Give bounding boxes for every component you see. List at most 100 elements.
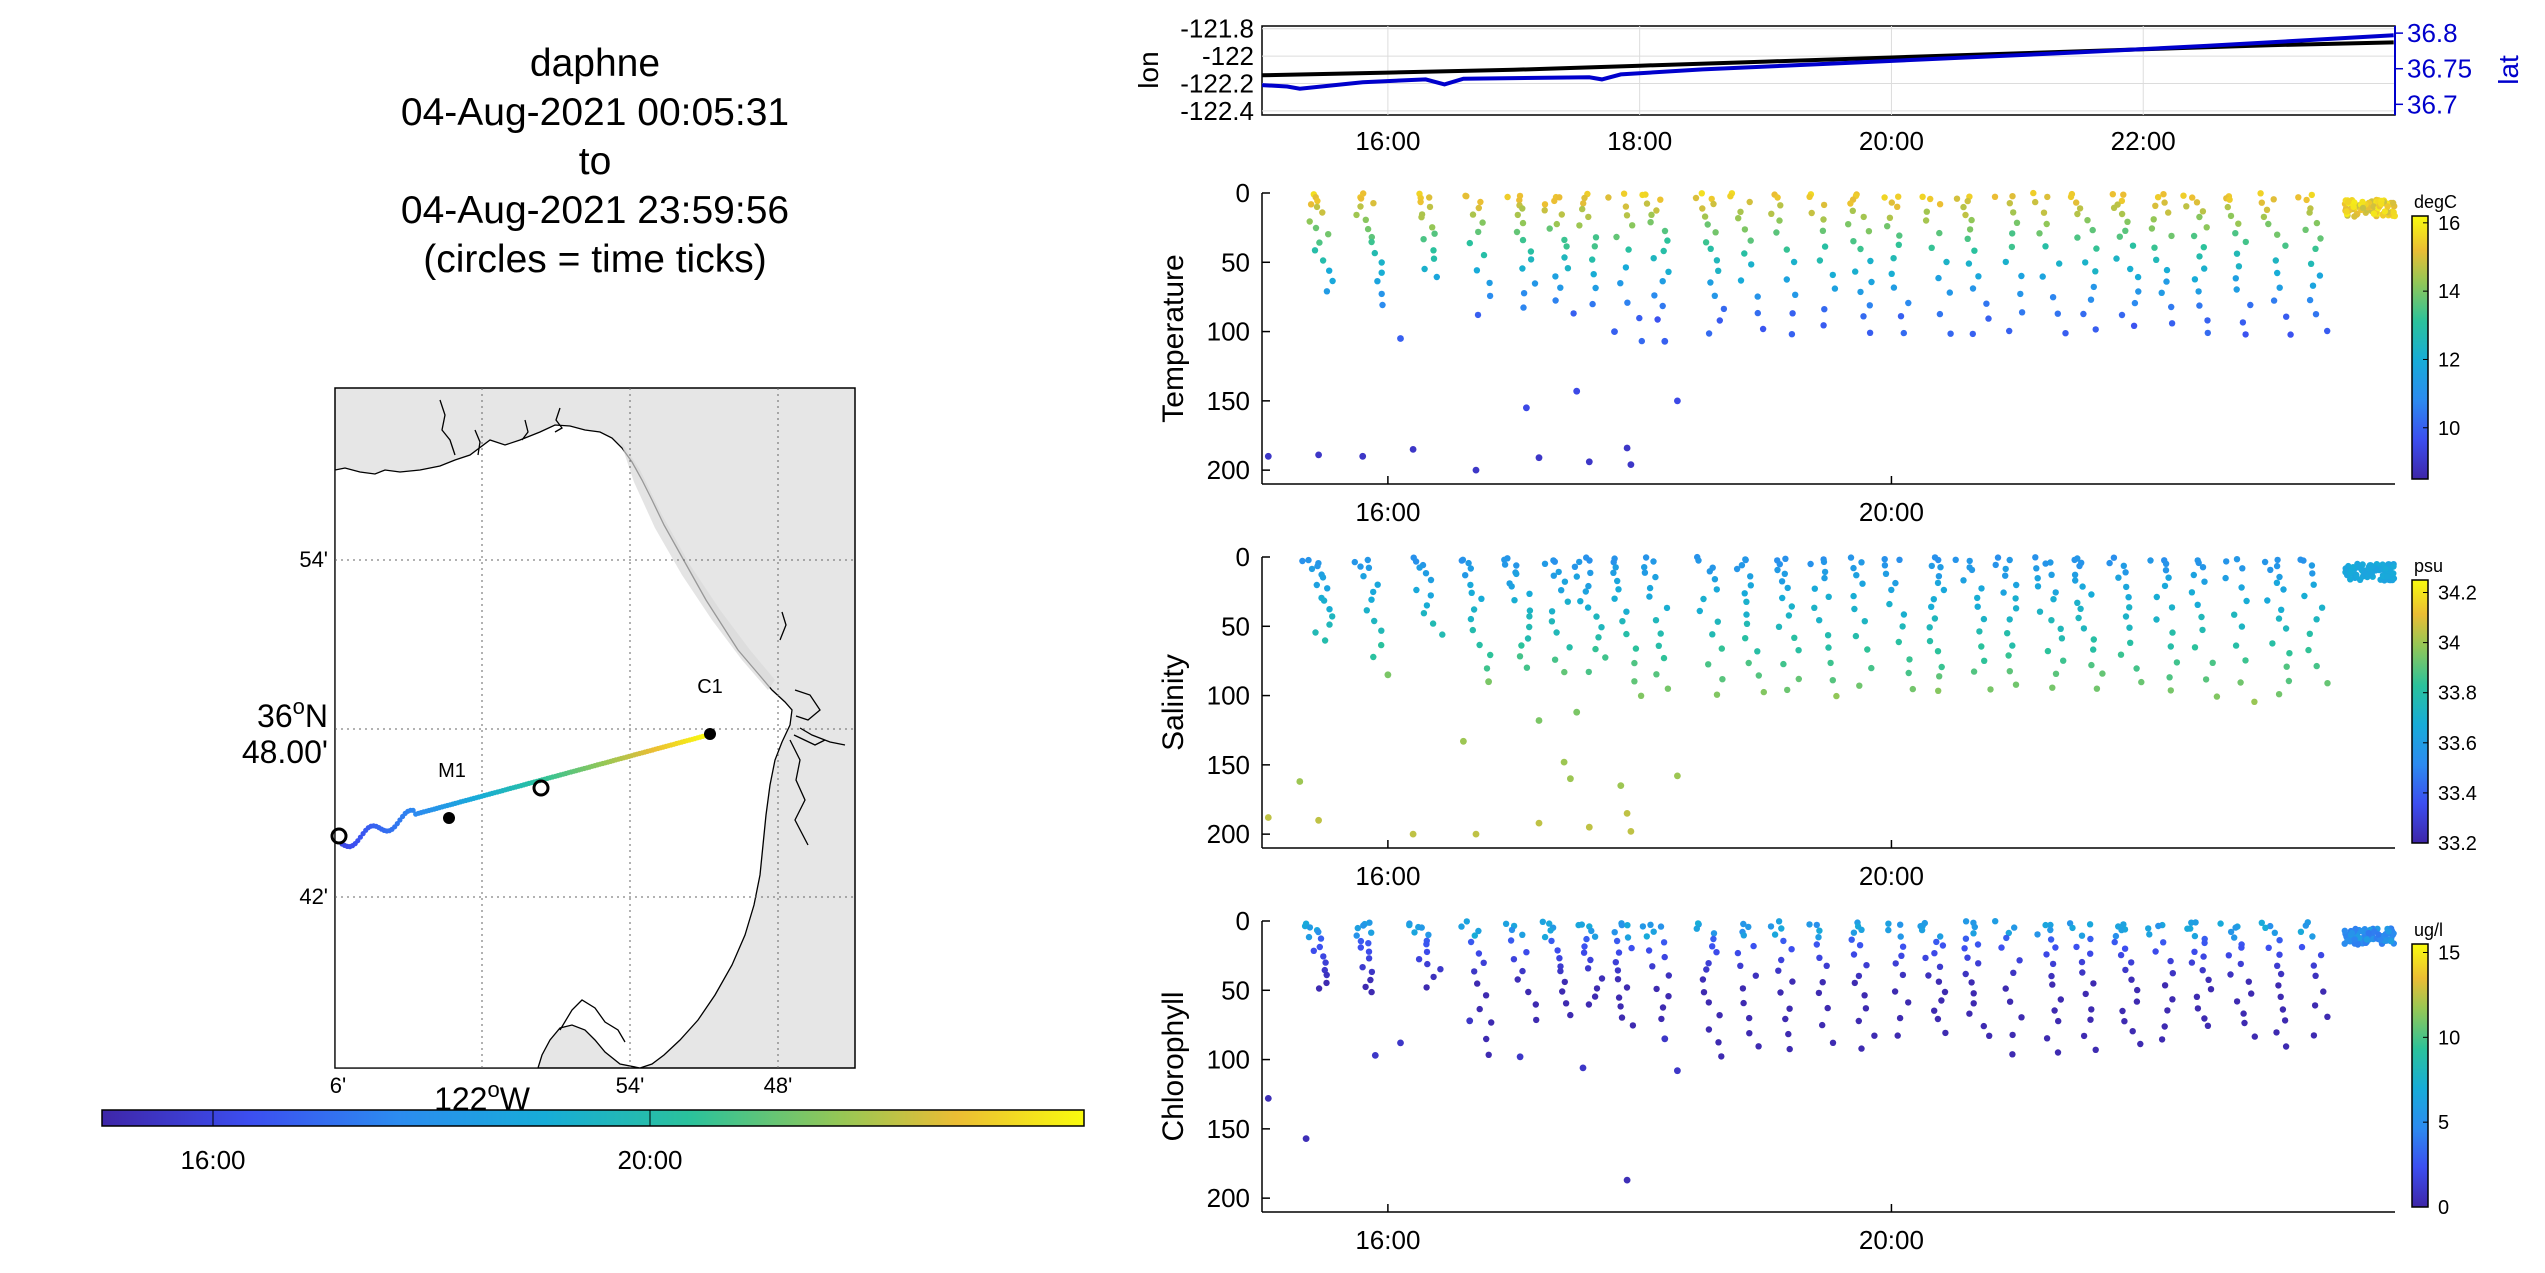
chlorophyll-point xyxy=(1653,985,1660,993)
temperature-surface-point xyxy=(2370,210,2378,217)
temperature-point xyxy=(1783,246,1791,253)
chlorophyll-point xyxy=(2258,919,2265,926)
chlorophyll-point xyxy=(1323,979,1330,987)
salinity-point xyxy=(2058,635,2066,642)
temperature-ytick-label: 200 xyxy=(1207,455,1250,485)
chlorophyll-point xyxy=(1891,988,1899,995)
temperature-point xyxy=(1519,219,1527,227)
temperature-point xyxy=(1661,227,1669,235)
temperature-point xyxy=(1737,208,1744,215)
salinity-point xyxy=(1709,631,1716,638)
salinity-deep-point xyxy=(1315,816,1322,824)
temperature-point xyxy=(1720,305,1728,313)
temperature-point xyxy=(1790,258,1798,266)
time-colorbar: 16:00 20:00 xyxy=(101,1109,1085,1175)
temperature-point xyxy=(1777,202,1784,209)
chlorophyll-point xyxy=(2155,922,2162,930)
salinity-point xyxy=(1566,644,1573,651)
temperature-point xyxy=(2235,220,2242,227)
chlorophyll-point xyxy=(1476,1005,1483,1013)
temperature-deep-point xyxy=(1535,454,1543,462)
temperature-point xyxy=(1943,258,1950,266)
temperature-point xyxy=(1819,227,1827,234)
temperature-point xyxy=(1579,205,1586,213)
salinity-point xyxy=(1595,634,1602,641)
chlorophyll-point xyxy=(1918,926,1926,934)
chlorophyll-point xyxy=(1851,979,1859,987)
chlorophyll-point xyxy=(2164,1007,2171,1014)
salinity-point xyxy=(1548,618,1556,625)
temperature-point xyxy=(2316,272,2324,279)
lon-lat-xtick-label: 20:00 xyxy=(1859,126,1924,156)
temperature-point xyxy=(1585,213,1592,221)
salinity-point xyxy=(1966,557,1973,565)
salinity-point xyxy=(1795,647,1802,654)
salinity-surface-point xyxy=(2349,564,2357,571)
salinity-point xyxy=(2072,577,2079,584)
salinity-colorbar-tick-label: 33.4 xyxy=(2438,783,2477,805)
temperature-point xyxy=(2118,210,2126,218)
chlorophyll-point xyxy=(1562,1000,1570,1007)
temperature-point xyxy=(2153,256,2160,263)
salinity-point xyxy=(1324,585,1331,592)
temperature-point xyxy=(1563,243,1570,250)
temperature-point xyxy=(1928,244,1935,251)
salinity-point xyxy=(1899,623,1906,630)
chlorophyll-point xyxy=(1740,932,1748,939)
temperature-point xyxy=(2235,263,2243,270)
chlorophyll-point xyxy=(2087,935,2094,943)
chlorophyll-point xyxy=(1931,1007,1938,1014)
chlorophyll-point xyxy=(1767,923,1775,930)
temperature-point xyxy=(2168,303,2175,311)
chlorophyll-point xyxy=(1617,1003,1624,1010)
temperature-point xyxy=(1527,248,1535,255)
chlorophyll-colorbar-tick-label: 15 xyxy=(2438,942,2460,964)
salinity-point xyxy=(2044,647,2052,655)
temperature-point xyxy=(1519,265,1526,272)
salinity-point xyxy=(1470,606,1478,613)
chlorophyll-point xyxy=(1939,942,1947,949)
salinity-point xyxy=(1664,685,1672,692)
chlorophyll-point xyxy=(1942,1029,1949,1037)
temperature-surface-point xyxy=(2378,200,2385,208)
salinity-point xyxy=(2310,581,2317,588)
chlorophyll-point xyxy=(1858,926,1865,933)
salinity-point xyxy=(1775,623,1783,630)
chlorophyll-point xyxy=(2302,922,2309,929)
salinity-point xyxy=(1429,620,1437,627)
chlorophyll-point xyxy=(1693,925,1701,932)
chlorophyll-point xyxy=(1613,937,1621,945)
temperature-point xyxy=(2232,275,2239,282)
temperature-point xyxy=(1648,211,1655,218)
salinity-point xyxy=(1825,593,1832,600)
salinity-xtick-label: 16:00 xyxy=(1355,861,1420,891)
temperature-point xyxy=(1895,241,1903,248)
temperature-point xyxy=(2009,230,2016,237)
temperature-point xyxy=(2274,269,2281,277)
chlorophyll-point xyxy=(1899,943,1907,950)
chlorophyll-point xyxy=(1856,942,1864,949)
chlorophyll-point xyxy=(1894,1032,1901,1039)
temperature-point xyxy=(2017,290,2024,298)
temperature-point xyxy=(2148,225,2156,232)
salinity-point xyxy=(1881,556,1888,563)
temperature-colorbar xyxy=(2411,215,2429,480)
temperature-point xyxy=(2090,283,2097,291)
temperature-point xyxy=(2196,253,2203,260)
chlorophyll-point xyxy=(2232,924,2239,931)
chlorophyll-point xyxy=(1539,918,1547,925)
temperature-point xyxy=(1866,302,1874,309)
temperature-point xyxy=(1895,193,1902,200)
salinity-point xyxy=(2167,643,2174,650)
chlorophyll-point xyxy=(2047,926,2054,934)
salinity-point xyxy=(1378,641,1385,649)
salinity-point xyxy=(1987,686,1994,693)
salinity-point xyxy=(1781,570,1789,577)
chlorophyll-point xyxy=(1546,920,1553,927)
temperature-deep-point xyxy=(1573,387,1581,395)
temperature-point xyxy=(1936,201,1944,208)
temperature-point xyxy=(1735,215,1742,222)
salinity-point xyxy=(1853,572,1860,579)
temperature-point xyxy=(2258,199,2265,206)
salinity-point xyxy=(2047,559,2054,566)
